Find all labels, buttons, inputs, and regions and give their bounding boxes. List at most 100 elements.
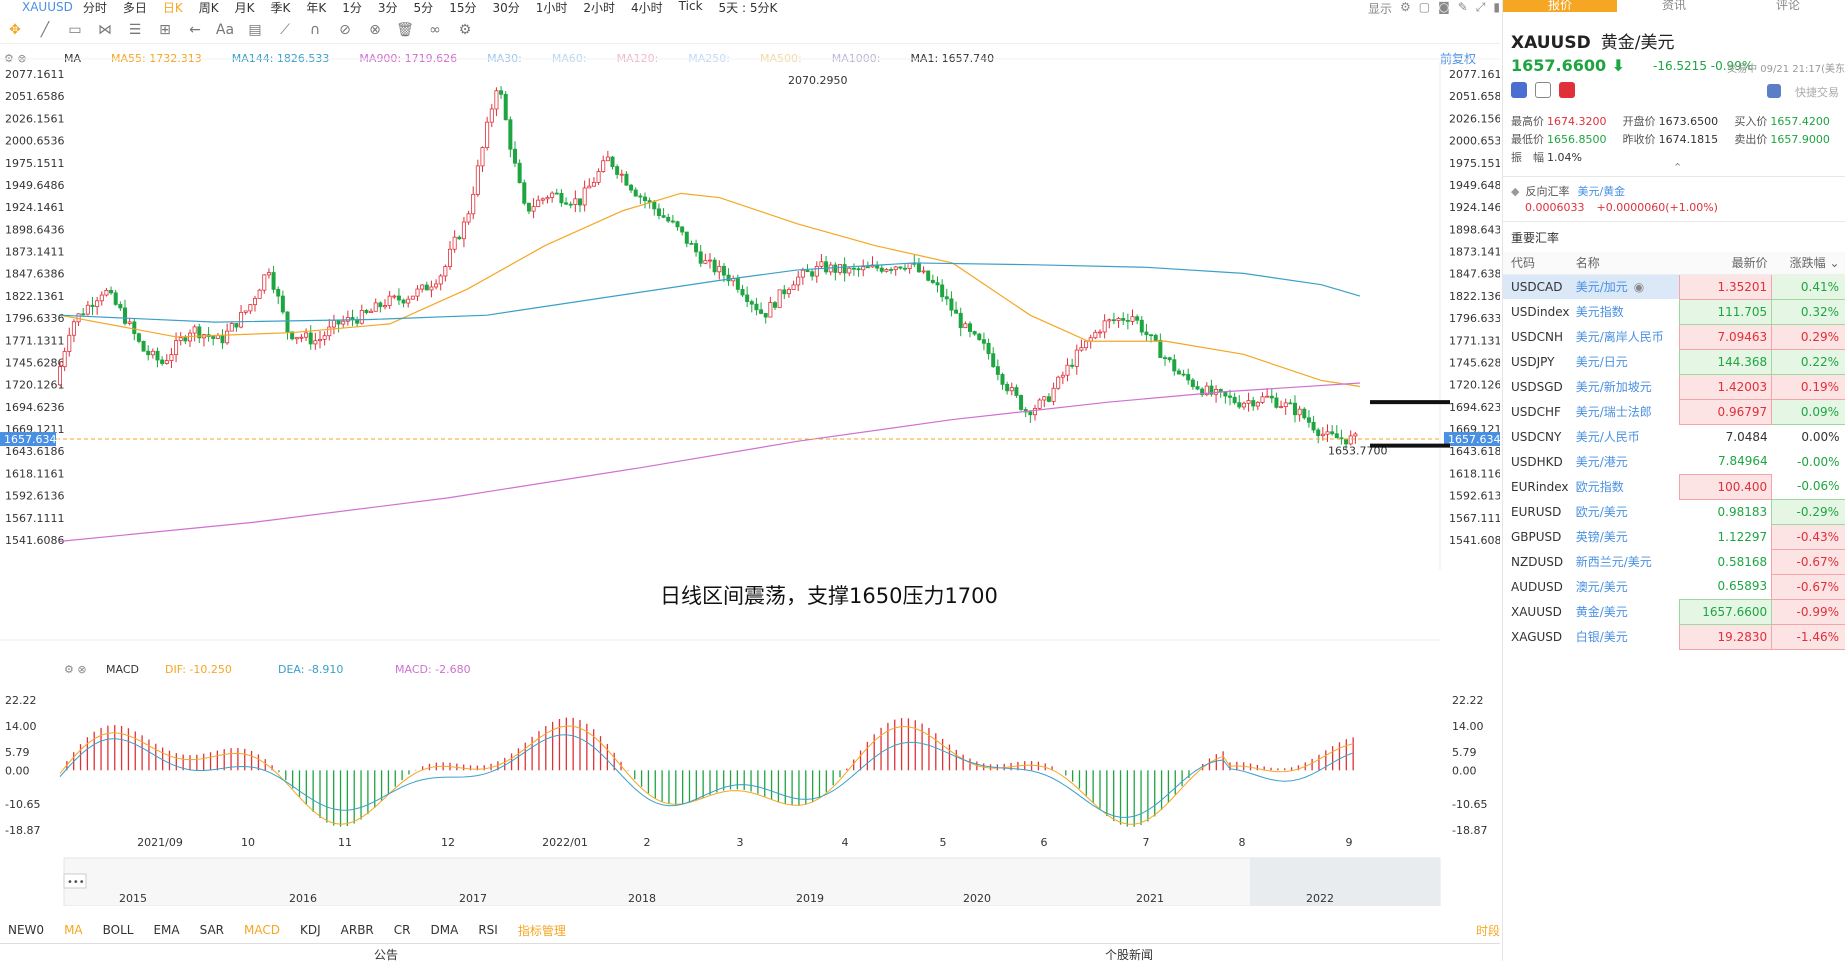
text-tool-icon[interactable]: Aa — [215, 21, 235, 38]
indicator-new0[interactable]: NEW0 — [8, 923, 45, 937]
display-menu[interactable]: 显示 — [1367, 2, 1392, 14]
timeframe-tab[interactable]: Tick — [678, 0, 703, 13]
tab-quote[interactable]: 报价 — [1503, 0, 1617, 12]
price-tick-right: 1694.6236 — [1449, 401, 1500, 414]
timeframe-tab[interactable]: 15分 — [449, 0, 477, 15]
price-tick-right: 1592.6136 — [1449, 490, 1500, 503]
note-tool-icon[interactable]: ▤ — [248, 21, 262, 38]
timeframe-tab[interactable]: 周K — [198, 0, 219, 15]
fib-tool-icon[interactable]: ☰ — [128, 21, 142, 38]
candle-body — [1074, 349, 1079, 367]
lock-icon[interactable]: ⊘ — [339, 21, 351, 38]
heart-icon[interactable] — [1559, 82, 1575, 98]
rate-row[interactable]: NZDUSD 新西兰元/美元 0.58168 -0.67% — [1503, 548, 1845, 575]
timeframe-tab[interactable]: 30分 — [492, 0, 520, 15]
timeframe-tab[interactable]: 5分 — [413, 0, 434, 15]
tab-announcements[interactable]: 公告 — [374, 948, 399, 961]
bell-icon[interactable] — [1767, 84, 1781, 98]
rate-change: -0.43% — [1771, 523, 1845, 550]
timeframe-tab[interactable]: 1小时 — [535, 0, 568, 15]
measure-tool-icon[interactable]: ⊞ — [159, 21, 171, 38]
timeframe-tab[interactable]: 多日 — [122, 0, 147, 15]
indicator-cr[interactable]: CR — [393, 923, 411, 937]
candle-body — [1009, 387, 1014, 392]
eye-icon[interactable]: ◉ — [1633, 280, 1645, 295]
timeframe-tab[interactable]: 2小时 — [583, 0, 616, 15]
timeframe-tab[interactable]: 月K — [234, 0, 255, 15]
col-code[interactable]: 代码 — [1503, 252, 1572, 275]
indicator-ma[interactable]: MA — [64, 923, 83, 937]
rate-price: 0.96797 — [1678, 398, 1773, 425]
rate-row[interactable]: XAGUSD 白银/美元 19.2830 -1.46% — [1503, 623, 1845, 650]
magnet-icon[interactable]: ∩ — [309, 21, 321, 38]
cross-cursor-icon[interactable]: ✥ — [9, 21, 21, 38]
reverse-pair-link[interactable]: 美元/黄金 — [1577, 185, 1626, 198]
col-change[interactable]: 涨跌幅 ⌄ — [1771, 252, 1845, 275]
rate-row[interactable]: AUDUSD 澳元/美元 0.65893 -0.67% — [1503, 573, 1845, 600]
indicator-dma[interactable]: DMA — [430, 923, 459, 937]
rectangle-tool-icon[interactable]: ▭ — [68, 21, 82, 38]
rate-row[interactable]: USDCHF 美元/瑞士法郎 0.96797 0.09% — [1503, 398, 1845, 425]
timeframe-tab[interactable]: 1分 — [342, 0, 362, 15]
candle-body — [322, 335, 327, 340]
timeframe-tab[interactable]: 4小时 — [631, 0, 663, 15]
line-tool-icon[interactable]: ╱ — [40, 21, 50, 38]
timeframe-tab[interactable]: 5天 : 5分K — [718, 0, 778, 15]
layout-icon[interactable]: ▢ — [1418, 0, 1431, 14]
sidebar-icon[interactable]: ▮ — [1493, 0, 1500, 14]
timeshare-button[interactable]: 时段 — [1475, 923, 1500, 938]
rate-row[interactable]: USDCAD 美元/加元 ◉ 1.35201 0.41% — [1503, 273, 1845, 300]
col-name[interactable]: 名称 — [1571, 252, 1680, 275]
fork-tool-icon[interactable]: ⋈ — [98, 21, 112, 38]
timeframe-tab[interactable]: 季K — [270, 0, 291, 15]
date-tick: 9 — [1346, 836, 1353, 849]
rate-code: USDindex — [1511, 304, 1570, 319]
symbol-tab[interactable]: XAUUSD — [22, 0, 73, 14]
quick-trade-button[interactable]: 快捷交易 — [1795, 86, 1839, 99]
rate-row[interactable]: USDindex 美元指数 111.705 0.32% — [1503, 298, 1845, 325]
settings-icon[interactable]: ⚙ — [458, 21, 472, 38]
rate-row[interactable]: GBPUSD 英镑/美元 1.12297 -0.43% — [1503, 523, 1845, 550]
chart-panel[interactable]: ⚙ ⊗ MA MA55: 1732.313 MA144: 1826.533 MA900… — [0, 46, 1500, 906]
col-price[interactable]: 最新价 — [1679, 252, 1772, 275]
candle-body — [1186, 374, 1191, 381]
arrow-tool-icon[interactable]: ← — [189, 21, 201, 38]
document-icon[interactable] — [1535, 82, 1551, 98]
pencil-icon[interactable]: ✎ — [1457, 0, 1468, 14]
indicator-manager-button[interactable]: 指标管理 — [517, 923, 566, 938]
indicator-arbr[interactable]: ARBR — [340, 923, 374, 937]
rate-row[interactable]: USDJPY 美元/日元 144.368 0.22% — [1503, 348, 1845, 375]
rate-row[interactable]: USDCNY 美元/人民币 7.0484 0.00% — [1503, 424, 1845, 449]
fullscreen-icon[interactable]: ⤢ — [1475, 0, 1486, 14]
trash-icon[interactable]: 🗑 — [396, 21, 414, 38]
rate-row[interactable]: USDCNH 美元/离岸人民币 7.09463 0.29% — [1503, 323, 1845, 350]
tab-news[interactable]: 资讯 — [1661, 0, 1686, 12]
brush-tool-icon[interactable]: ⟋ — [280, 21, 290, 38]
candle-body — [819, 261, 824, 267]
timeframe-tab[interactable]: 3分 — [377, 0, 398, 15]
rate-price: 1.35201 — [1678, 273, 1773, 300]
rate-row[interactable]: USDSGD 美元/新加坡元 1.42003 0.19% — [1503, 373, 1845, 400]
rate-row[interactable]: XAUUSD 黄金/美元 1657.6600 -0.99% — [1503, 598, 1845, 625]
gear-icon[interactable]: ⚙ — [1399, 0, 1411, 14]
rate-row[interactable]: EURindex 欧元指数 100.400 -0.06% — [1503, 473, 1845, 500]
globe-icon[interactable] — [1511, 82, 1527, 98]
indicator-ema[interactable]: EMA — [153, 923, 180, 937]
timeframe-tab[interactable]: 分时 — [82, 0, 107, 15]
indicator-boll[interactable]: BOLL — [102, 923, 134, 937]
collapse-caret-icon[interactable]: ⌃ — [1673, 161, 1683, 174]
tab-stock-news[interactable]: 个股新闻 — [1105, 948, 1154, 961]
camera-icon[interactable]: ◙ — [1438, 0, 1450, 14]
indicator-sar[interactable]: SAR — [199, 923, 225, 937]
tab-comments[interactable]: 评论 — [1775, 0, 1800, 12]
price-chart[interactable]: 2077.1611 2077.1611 2051.6586 2051.6586 2026… — [0, 46, 1500, 906]
rate-row[interactable]: USDHKD 美元/港元 7.84964 -0.00% — [1503, 449, 1845, 474]
rate-row[interactable]: EURUSD 欧元/美元 0.98183 -0.29% — [1503, 498, 1845, 525]
timeframe-tab[interactable]: 年K — [306, 0, 327, 15]
timeframe-tab[interactable]: 日K — [162, 0, 183, 15]
indicator-macd[interactable]: MACD — [244, 923, 280, 937]
indicator-rsi[interactable]: RSI — [478, 923, 498, 937]
hide-icon[interactable]: ⊗ — [369, 21, 381, 38]
link-icon[interactable]: ∞ — [429, 21, 441, 38]
indicator-kdj[interactable]: KDJ — [300, 923, 321, 937]
